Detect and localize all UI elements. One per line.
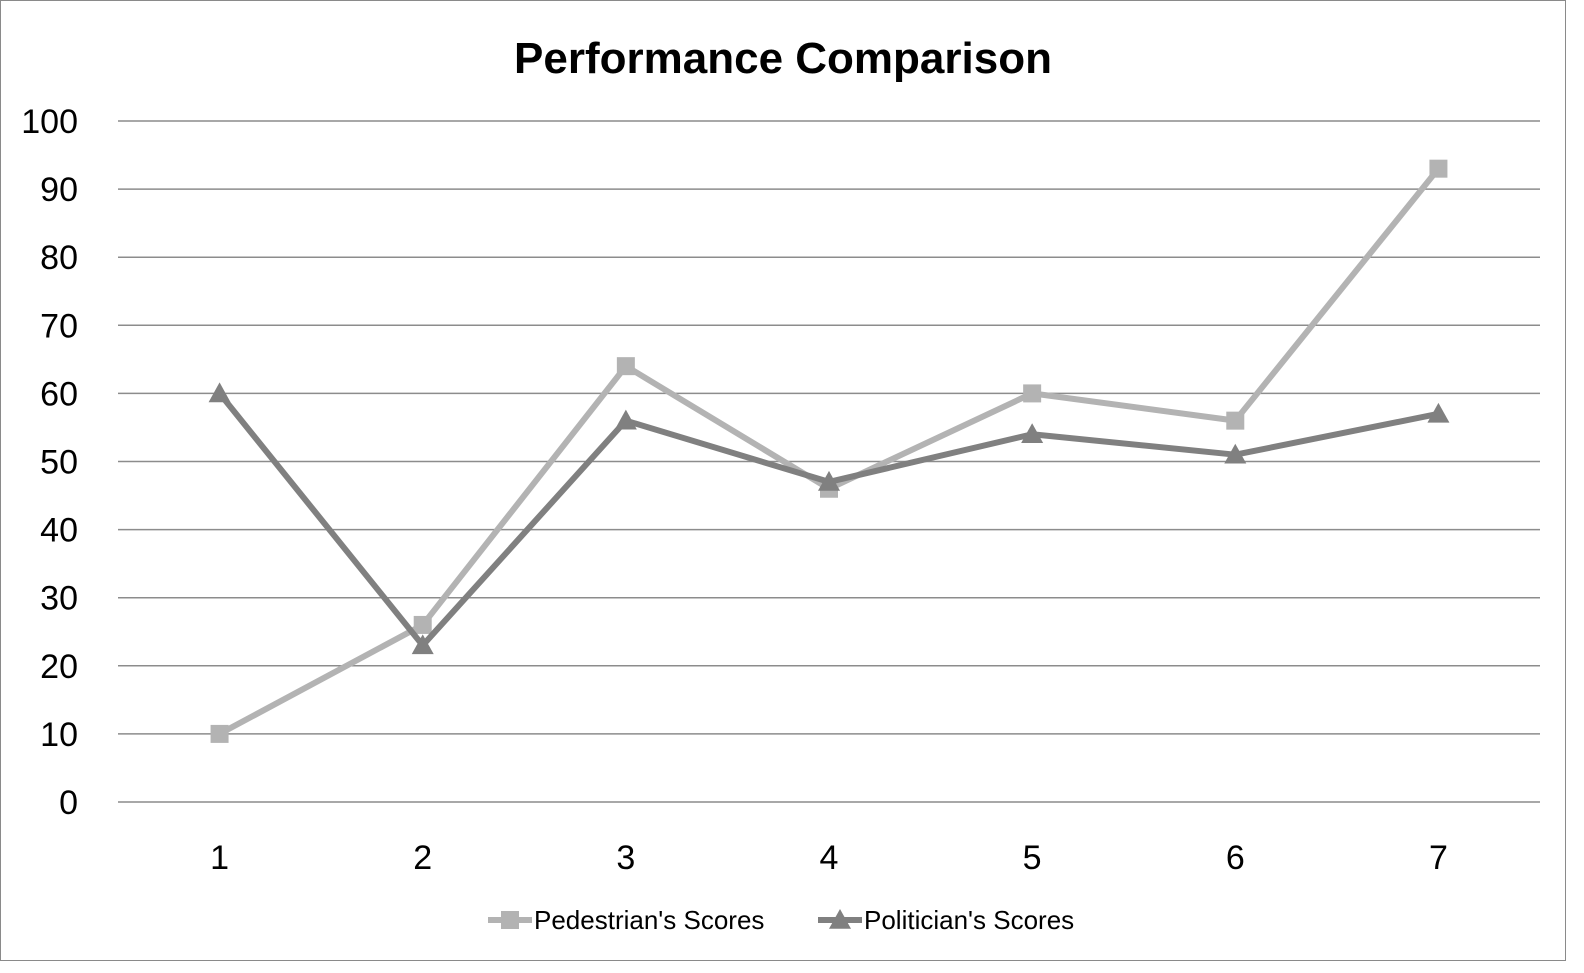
- data-point: [210, 724, 229, 743]
- y-tick-label: 60: [40, 375, 78, 413]
- data-point: [413, 615, 432, 634]
- x-tick-label: 1: [210, 839, 229, 877]
- legend-label: Pedestrian's Scores: [534, 905, 764, 935]
- data-point: [1429, 159, 1448, 178]
- series-2: [208, 382, 1450, 655]
- series-lines: [208, 159, 1450, 743]
- y-tick-label: 40: [40, 512, 78, 550]
- x-tick-label: 7: [1429, 839, 1448, 877]
- x-axis-ticks: 1 2 3 4 5 6 7: [210, 839, 1448, 877]
- x-tick-label: 6: [1226, 839, 1245, 877]
- data-point: [411, 634, 434, 655]
- data-point: [1224, 443, 1247, 464]
- y-tick-label: 50: [40, 444, 78, 482]
- y-tick-label: 70: [40, 307, 78, 345]
- x-tick-label: 2: [413, 839, 432, 877]
- y-tick-label: 90: [40, 171, 78, 209]
- y-tick-label: 80: [40, 239, 78, 277]
- chart-title: Performance Comparison: [514, 34, 1052, 83]
- legend-swatch-marker: [829, 909, 851, 929]
- data-point: [1226, 411, 1245, 430]
- y-tick-label: 20: [40, 648, 78, 686]
- y-tick-label: 100: [21, 103, 78, 141]
- x-tick-label: 5: [1023, 839, 1042, 877]
- data-point: [208, 382, 231, 403]
- y-tick-label: 30: [40, 580, 78, 618]
- legend-item: Pedestrian's Scores: [488, 905, 764, 935]
- legend-item: Politician's Scores: [818, 905, 1074, 935]
- data-point: [1427, 402, 1450, 423]
- legend: Pedestrian's Scores Politician's Scores: [488, 905, 1074, 935]
- x-tick-label: 4: [820, 839, 839, 877]
- data-point: [616, 357, 635, 376]
- legend-swatch-marker: [501, 911, 519, 929]
- x-tick-label: 3: [616, 839, 635, 877]
- data-point: [818, 470, 840, 491]
- series-line: [217, 391, 1440, 649]
- y-axis-ticks: 0 10 20 30 40 50 60 70 80 90 100: [21, 103, 78, 822]
- legend-label: Politician's Scores: [864, 905, 1074, 935]
- data-point: [614, 409, 637, 430]
- y-tick-label: 0: [59, 784, 78, 822]
- data-point: [1023, 384, 1042, 403]
- data-point: [1021, 423, 1044, 444]
- gridlines: [118, 120, 1540, 803]
- y-tick-label: 10: [40, 716, 78, 754]
- chart-frame: [0, 0, 1566, 961]
